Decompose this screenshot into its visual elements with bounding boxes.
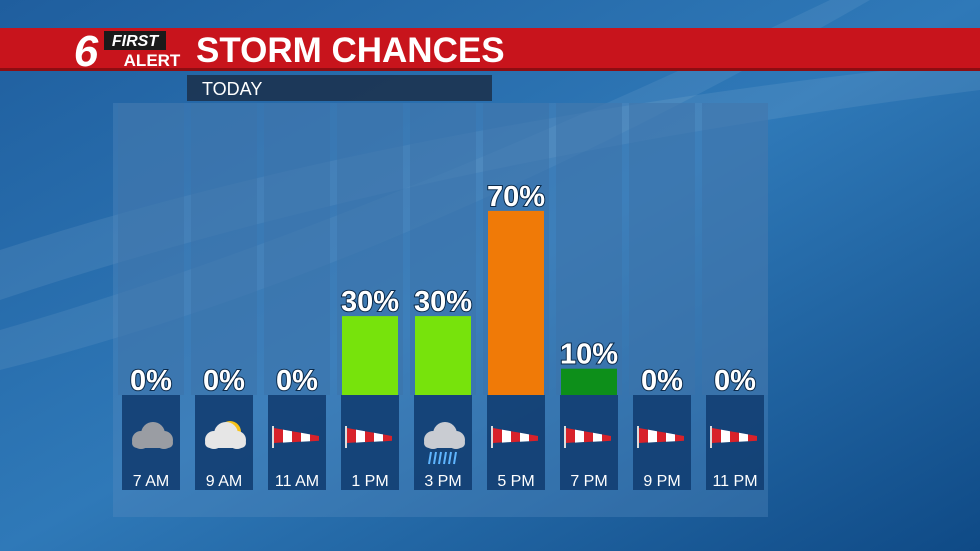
bar — [561, 368, 617, 395]
weather-icon — [710, 426, 757, 448]
rain-drop — [448, 451, 452, 465]
windsock-stripe — [493, 428, 502, 443]
bar — [415, 316, 471, 395]
windsock-stripe — [310, 434, 319, 442]
value-label: 0% — [641, 365, 683, 397]
value-label: 0% — [203, 365, 245, 397]
windsock-stripe — [520, 432, 529, 442]
logo-line2: ALERT — [124, 51, 181, 70]
logo-line1: FIRST — [112, 33, 159, 50]
windsock-stripe — [675, 434, 684, 442]
category-label: 9 AM — [206, 473, 242, 490]
chart-subtitle: TODAY — [202, 79, 262, 99]
category-label: 7 AM — [133, 473, 169, 490]
windsock-stripe — [365, 431, 374, 443]
category-label: 7 PM — [570, 473, 607, 490]
windsock-stripe — [730, 431, 739, 443]
column — [629, 103, 695, 395]
value-label: 70% — [487, 181, 545, 213]
rain-drop — [428, 451, 432, 465]
category-label: 5 PM — [497, 473, 534, 490]
windsock-stripe — [657, 431, 666, 443]
category-label: 1 PM — [351, 473, 388, 490]
windsock-stripe — [739, 432, 748, 442]
weather-icon — [564, 426, 611, 448]
weather-icon — [424, 422, 465, 465]
windsock-stripe — [648, 429, 657, 443]
windsock-stripe — [584, 431, 593, 443]
windsock-stripe — [301, 432, 310, 442]
windsock-stripe — [666, 432, 675, 442]
value-label: 0% — [714, 365, 756, 397]
value-label: 10% — [560, 339, 618, 371]
column — [118, 103, 184, 395]
windsock-stripe — [347, 428, 356, 443]
windsock-stripe — [283, 429, 292, 443]
subtitle-box — [187, 75, 492, 101]
rain-drop — [438, 451, 442, 465]
windsock-stripe — [511, 431, 520, 443]
weather-icon — [345, 426, 392, 448]
cloud-base — [205, 438, 246, 448]
category-label: 11 PM — [712, 473, 757, 490]
bar — [342, 316, 398, 395]
windsock-stripe — [575, 429, 584, 443]
rain-drop — [433, 451, 437, 465]
logo-number: 6 — [74, 27, 99, 76]
weather-icon — [205, 421, 246, 449]
value-label: 0% — [276, 365, 318, 397]
value-label: 0% — [130, 365, 172, 397]
category-label: 3 PM — [424, 473, 461, 490]
category-label: 11 AM — [275, 473, 319, 490]
column — [556, 103, 622, 395]
rain-drop — [443, 451, 447, 465]
column — [191, 103, 257, 395]
header-edge — [0, 68, 980, 71]
plot: 0% 7 AM 0% 9 AM 0% 11 AM 30% 1 PM 30% 3 PM 70% 5 PM… — [118, 103, 768, 490]
cloud-base — [132, 438, 173, 448]
rain-drop — [453, 451, 457, 465]
windsock-stripe — [721, 429, 730, 443]
column — [264, 103, 330, 395]
windsock-stripe — [748, 434, 757, 442]
windsock-stripe — [502, 429, 511, 443]
windsock-stripe — [602, 434, 611, 442]
windsock-stripe — [292, 431, 301, 443]
windsock-stripe — [639, 428, 648, 443]
value-label: 30% — [414, 286, 472, 318]
chart-title: STORM CHANCES — [196, 31, 505, 70]
cloud-base — [424, 438, 465, 448]
weather-icon — [272, 426, 319, 448]
value-label: 30% — [341, 286, 399, 318]
windsock-stripe — [356, 429, 365, 443]
windsock-stripe — [529, 434, 538, 442]
category-label: 9 PM — [643, 473, 680, 490]
logo-box — [104, 31, 166, 50]
windsock-stripe — [566, 428, 575, 443]
windsock-stripe — [374, 432, 383, 442]
column — [702, 103, 768, 395]
bar — [488, 210, 544, 395]
weather-icon — [637, 426, 684, 448]
weather-icon — [132, 422, 173, 449]
windsock-stripe — [712, 428, 721, 443]
weather-icon — [491, 426, 538, 448]
windsock-stripe — [274, 428, 283, 443]
windsock-stripe — [383, 434, 392, 442]
windsock-stripe — [593, 432, 602, 442]
